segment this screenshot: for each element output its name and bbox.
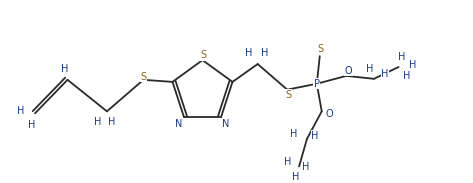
Text: S: S — [201, 50, 207, 60]
Text: H: H — [302, 162, 310, 171]
Text: S: S — [285, 90, 291, 100]
Text: S: S — [140, 72, 147, 82]
Text: O: O — [326, 109, 333, 119]
Text: H: H — [398, 52, 405, 62]
Text: H: H — [28, 120, 36, 130]
Text: H: H — [283, 157, 291, 167]
Text: H: H — [290, 129, 298, 139]
Text: H: H — [366, 64, 374, 74]
Text: H: H — [409, 60, 416, 70]
Text: H: H — [311, 131, 318, 141]
Text: H: H — [108, 117, 115, 127]
Text: H: H — [261, 48, 268, 58]
Text: H: H — [61, 64, 68, 74]
Text: P: P — [314, 79, 320, 89]
Text: H: H — [17, 106, 24, 116]
Text: H: H — [95, 117, 102, 127]
Text: N: N — [222, 119, 230, 129]
Text: H: H — [403, 71, 410, 81]
Text: S: S — [318, 44, 324, 54]
Text: N: N — [175, 119, 183, 129]
Text: H: H — [292, 172, 300, 182]
Text: H: H — [381, 69, 388, 79]
Text: O: O — [344, 66, 352, 76]
Text: H: H — [245, 48, 253, 58]
